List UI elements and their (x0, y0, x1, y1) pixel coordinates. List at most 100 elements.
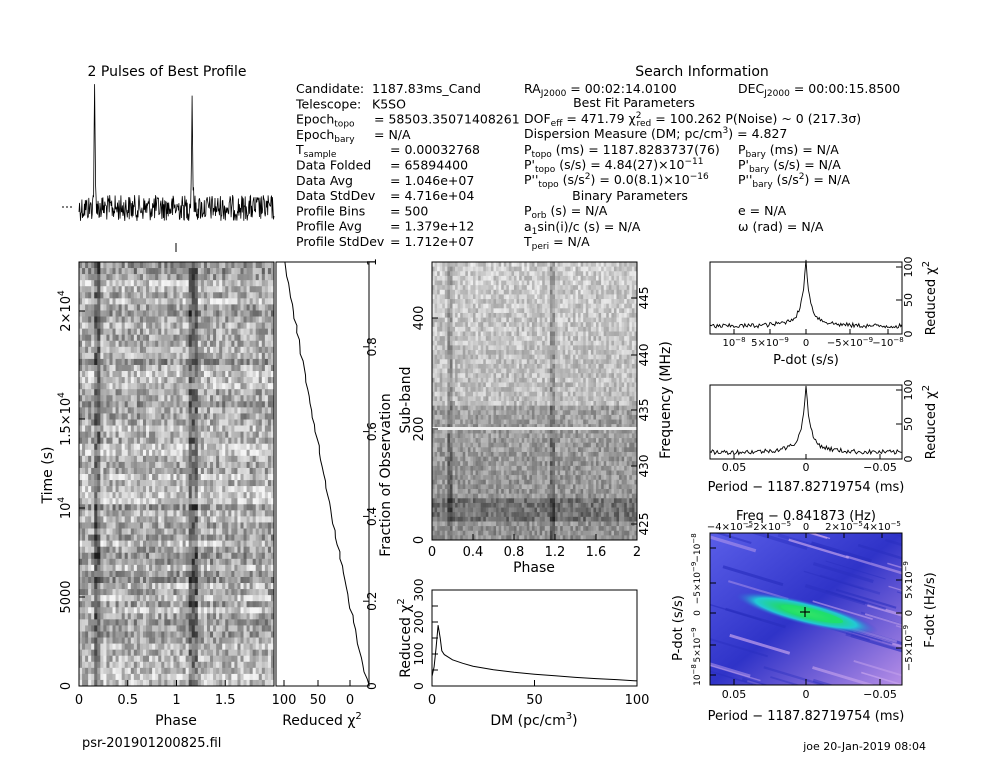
time-phase-cell (100, 334, 104, 342)
info-left-value: = 58503.35071408261 (374, 112, 520, 127)
time-phase-cell (94, 377, 98, 384)
time-phase-cell (267, 492, 272, 499)
time-phase-cell (133, 455, 138, 463)
time-phase-cell (88, 371, 92, 378)
time-phase-cell (210, 262, 214, 269)
time-phase-cell (152, 619, 156, 626)
time-phase-cell (225, 546, 229, 554)
time-phase-cell (167, 595, 171, 602)
time-phase-cell (185, 607, 189, 614)
time-phase-cell (222, 679, 226, 687)
time-phase-cell (213, 286, 217, 293)
time-phase-cell (240, 455, 244, 463)
time-phase-cell (176, 346, 180, 354)
time-phase-cell (152, 401, 156, 408)
time-phase-cell (139, 625, 144, 632)
time-phase-cell (249, 413, 253, 420)
time-phase-cell (121, 607, 126, 614)
time-phase-cell (115, 613, 119, 620)
time-phase-cell (155, 564, 159, 572)
time-phase-cell (237, 322, 241, 329)
time-phase-cell (267, 480, 272, 487)
time-phase-cell (267, 286, 272, 293)
time-phase-cell (109, 601, 113, 608)
time-phase-cell (167, 316, 171, 323)
time-phase-cell (167, 474, 171, 481)
subband-cell (432, 285, 435, 291)
time-phase-cell (261, 516, 266, 523)
time-phase-cell (179, 310, 183, 317)
time-phase-cell (216, 419, 220, 426)
time-phase-cell (91, 546, 95, 554)
info-left-label: Profile StdDev (296, 234, 385, 249)
time-phase-cell (115, 358, 119, 366)
time-phase-cell (133, 619, 138, 626)
subband-cell (508, 271, 512, 277)
subband-cell (596, 275, 599, 281)
time-phase-cell (130, 352, 135, 360)
time-phase-cell (194, 601, 199, 608)
time-phase-cell (225, 655, 229, 663)
time-phase-cell (237, 346, 241, 354)
time-phase-cell (203, 570, 208, 578)
time-phase-cell (152, 643, 156, 650)
time-phase-cell (149, 364, 153, 372)
time-phase-cell (112, 474, 116, 481)
time-phase-cell (130, 364, 135, 372)
time-phase-cell (210, 340, 214, 348)
time-phase-cell (133, 425, 138, 432)
time-phase-cell (88, 449, 92, 457)
time-phase-cell (231, 316, 235, 323)
time-phase-cell (146, 667, 150, 675)
time-phase-cell (152, 455, 156, 463)
time-phase-cell (258, 346, 263, 354)
time-phase-cell (194, 486, 199, 493)
time-phase-cell (206, 589, 211, 596)
time-phase-cell (188, 661, 193, 669)
time-phase-cell (243, 667, 247, 675)
time-phase-cell (127, 522, 132, 529)
time-phase-cell (155, 364, 159, 372)
time-phase-cell (164, 516, 168, 523)
time-phase-cell (267, 358, 272, 366)
time-phase-cell (158, 322, 162, 329)
time-phase-cell (261, 649, 266, 657)
time-phase-cell (139, 613, 144, 620)
time-phase-cell (112, 583, 116, 590)
time-phase-cell (194, 455, 199, 463)
time-phase-cell (106, 443, 110, 451)
time-phase-cell (225, 419, 229, 426)
time-phase-cell (109, 383, 113, 390)
time-phase-cell (222, 443, 226, 451)
time-phase-cell (219, 298, 223, 305)
time-phase-cell (85, 552, 89, 560)
time-phase-cell (139, 437, 144, 445)
time-phase-cell (188, 595, 193, 602)
time-phase-cell (167, 437, 171, 445)
time-phase-cell (182, 467, 186, 475)
time-phase-cell (200, 589, 205, 596)
time-phase-cell (158, 419, 162, 426)
time-phase-cell (264, 552, 269, 560)
time-phase-cell (252, 401, 257, 408)
time-phase-cell (82, 504, 86, 511)
subband-cell (608, 275, 612, 281)
time-phase-cell (246, 334, 250, 342)
time-phase-cell (97, 352, 101, 360)
subband-cell (585, 280, 589, 286)
profile-title: 2 Pulses of Best Profile (88, 64, 247, 80)
time-phase-cell (243, 419, 247, 426)
time-phase-cell (219, 310, 223, 317)
time-phase-cell (252, 589, 257, 596)
time-phase-cell (261, 268, 266, 275)
time-phase-cell (179, 413, 183, 420)
time-phase-cell (182, 607, 186, 614)
time-phase-cell (255, 570, 260, 578)
time-phase-cell (106, 389, 110, 396)
subband-cell (511, 275, 515, 281)
time-phase-cell (142, 280, 147, 287)
time-phase-cell (213, 316, 217, 323)
time-phase-cell (146, 334, 150, 342)
time-phase-cell (197, 480, 202, 487)
time-phase-cell (264, 601, 269, 608)
